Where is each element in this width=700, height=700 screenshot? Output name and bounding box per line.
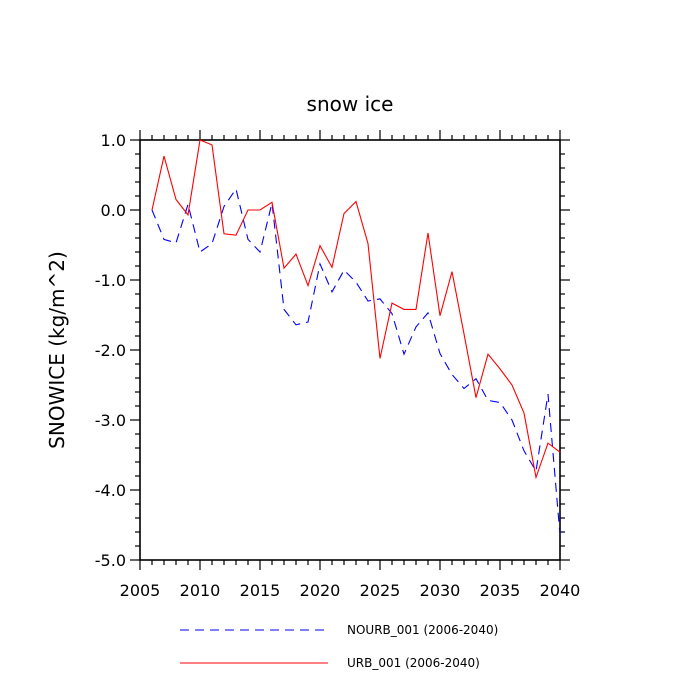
plot-frame	[139, 139, 561, 561]
y-tick-label: -4.0	[95, 481, 126, 500]
legend-label: NOURB_001 (2006-2040)	[347, 623, 498, 637]
x-tick-label: 2035	[480, 581, 521, 600]
x-tick-label: 2020	[300, 581, 341, 600]
y-tick-label: -3.0	[95, 411, 126, 430]
chart-title: snow ice	[307, 92, 394, 116]
y-tick-label: 0.0	[101, 201, 126, 220]
plot-area: 2005 2010 2015 2020 2025 2030 2035 2040 1.0 0.0 -1…	[95, 130, 581, 600]
x-tick-label: 2005	[120, 581, 161, 600]
series-line-0	[151, 187, 561, 535]
x-tick-label: 2010	[180, 581, 221, 600]
y-tick-label: -1.0	[95, 271, 126, 290]
x-tick-label: 2015	[240, 581, 281, 600]
legend-label: URB_001 (2006-2040)	[347, 656, 480, 670]
y-tick-label: -5.0	[95, 551, 126, 570]
y-tick-label: -2.0	[95, 341, 126, 360]
x-tick-label: 2040	[540, 581, 581, 600]
y-axis-label: SNOWICE (kg/m^2)	[45, 251, 69, 449]
x-tick-label: 2025	[360, 581, 401, 600]
x-tick-label: 2030	[420, 581, 461, 600]
legend: NOURB_001 (2006-2040) URB_001 (2006-2040)	[180, 623, 498, 670]
series-line-1	[151, 139, 561, 480]
y-tick-label: 1.0	[101, 131, 126, 150]
